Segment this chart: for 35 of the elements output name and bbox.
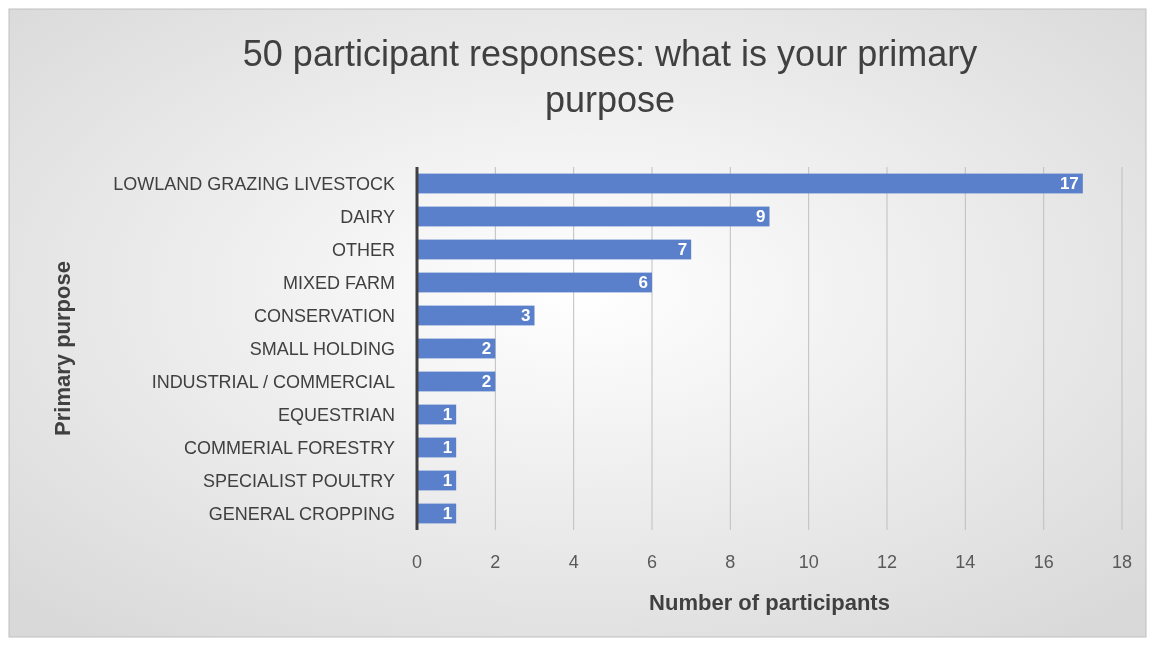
y-tick-label: LOWLAND GRAZING LIVESTOCK	[113, 173, 395, 194]
data-label: 17	[1059, 174, 1079, 194]
data-label: 9	[756, 207, 766, 227]
data-label: 1	[442, 405, 453, 425]
y-tick-label: SMALL HOLDING	[249, 338, 395, 359]
x-tick-label: 12	[876, 552, 898, 572]
y-tick-label: MIXED FARM	[282, 272, 395, 293]
y-tick-label: SPECIALIST POULTRY	[202, 470, 395, 491]
data-label: 7	[677, 240, 688, 260]
y-tick-label: GENERAL CROPPING	[208, 503, 395, 524]
y-tick-label: OTHER	[332, 239, 395, 260]
x-tick-label: 4	[568, 552, 579, 572]
data-label: 6	[638, 273, 648, 293]
data-label: 2	[481, 339, 492, 359]
x-tick-label: 2	[490, 552, 501, 572]
y-tick-label: COMMERIAL FORESTRY	[183, 437, 395, 458]
x-tick-label: 14	[955, 552, 976, 572]
data-label: 1	[442, 471, 453, 491]
x-tick-label: 0	[411, 552, 423, 572]
x-tick-label: 6	[646, 552, 658, 572]
x-tick-label: 8	[725, 552, 736, 572]
x-axis-title: Number of participants	[649, 590, 890, 615]
x-tick-label: 16	[1033, 552, 1054, 572]
y-tick-label: INDUSTRIAL / COMMERCIAL	[151, 371, 395, 392]
x-tick-label: 10	[798, 552, 819, 572]
y-tick-label: DAIRY	[340, 206, 395, 227]
y-axis-title: Primary purpose	[50, 261, 75, 436]
chart-title: 50 participant responses: what is your primary purpose	[242, 33, 978, 120]
y-tick-label: CONSERVATION	[253, 305, 395, 326]
x-tick-label: 18	[1111, 552, 1133, 572]
data-label: 1	[442, 438, 453, 458]
data-label: 3	[521, 306, 531, 326]
data-label: 1	[442, 504, 453, 524]
y-tick-label: EQUESTRIAN	[277, 404, 395, 425]
data-label: 2	[481, 372, 492, 392]
